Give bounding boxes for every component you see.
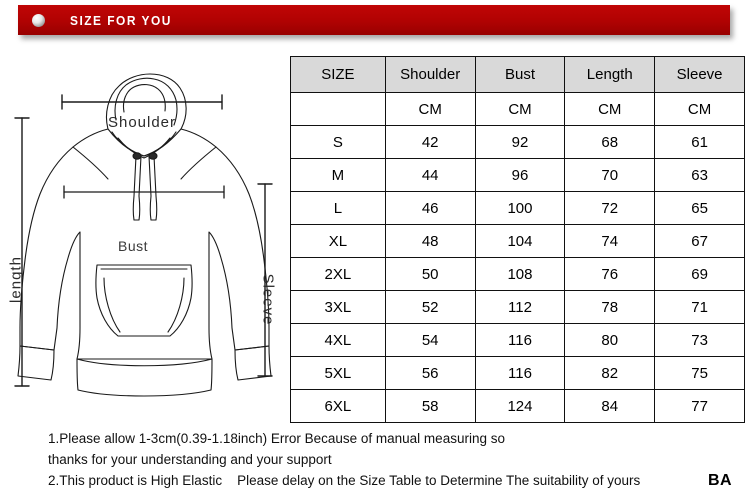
cell-shoulder: 56 [384,356,476,390]
table-row: 5XL 56 116 82 75 [290,356,745,390]
table-row: 4XL 54 116 80 73 [290,323,745,357]
size-banner: SIZE FOR YOU [18,5,730,35]
table-row: 3XL 52 112 78 71 [290,290,745,324]
cell-length: 82 [564,356,656,390]
cell-length: 70 [564,158,656,192]
cell-size: 3XL [290,290,386,324]
footer-note-line-3: 2.This product is High Elastic Please de… [48,473,641,488]
table-row: M 44 96 70 63 [290,158,745,192]
bullet-dot-icon [32,14,45,27]
cell-size: 5XL [290,356,386,390]
cell-shoulder: 44 [384,158,476,192]
unit-cell-size [290,92,386,126]
unit-cell-length: CM [564,92,656,126]
cell-size: XL [290,224,386,258]
brand-watermark: BA [708,472,733,489]
cell-sleeve: 67 [654,224,745,258]
cell-bust: 96 [474,158,566,192]
cell-shoulder: 58 [384,389,476,423]
cell-size: 2XL [290,257,386,291]
cell-sleeve: 71 [654,290,745,324]
column-header-length: Length [564,56,656,93]
cell-length: 72 [564,191,656,225]
cell-sleeve: 75 [654,356,745,390]
footer-note-line-1: 1.Please allow 1-3cm(0.39-1.18inch) Erro… [48,431,505,446]
cell-shoulder: 50 [384,257,476,291]
hoodie-illustration [14,73,273,397]
label-shoulder: Shoulder [107,114,177,131]
cell-sleeve: 73 [654,323,745,357]
cell-sleeve: 61 [654,125,745,159]
table-row-units: CM CM CM CM [290,92,745,126]
cell-shoulder: 46 [384,191,476,225]
cell-sleeve: 63 [654,158,745,192]
cell-sleeve: 69 [654,257,745,291]
label-length: length [7,256,25,303]
table-row: 6XL 58 124 84 77 [290,389,745,423]
column-header-sleeve: Sleeve [654,56,745,93]
cell-bust: 112 [474,290,566,324]
unit-cell-bust: CM [474,92,566,126]
column-header-shoulder: Shoulder [384,56,476,93]
column-header-bust: Bust [474,56,566,93]
cell-length: 80 [564,323,656,357]
cell-size: S [290,125,386,159]
cell-length: 78 [564,290,656,324]
cell-bust: 116 [474,356,566,390]
cell-shoulder: 52 [384,290,476,324]
cell-length: 68 [564,125,656,159]
size-chart-table: SIZE Shoulder Bust Length Sleeve CM CM C… [290,56,745,423]
unit-cell-shoulder: CM [384,92,476,126]
table-row: S 42 92 68 61 [290,125,745,159]
cell-size: 6XL [290,389,386,423]
cell-sleeve: 77 [654,389,745,423]
cell-length: 76 [564,257,656,291]
cell-shoulder: 42 [384,125,476,159]
cell-bust: 100 [474,191,566,225]
cell-bust: 104 [474,224,566,258]
table-header-row: SIZE Shoulder Bust Length Sleeve [290,56,745,93]
cell-size: M [290,158,386,192]
footer-note-line-2: thanks for your understanding and your s… [48,452,332,467]
column-header-size: SIZE [290,56,386,93]
cell-shoulder: 54 [384,323,476,357]
cell-length: 84 [564,389,656,423]
table-header: SIZE Shoulder Bust Length Sleeve [290,56,745,93]
cell-bust: 108 [474,257,566,291]
table-body: CM CM CM CM S 42 92 68 61 M 44 96 70 63 … [290,92,745,423]
cell-bust: 124 [474,389,566,423]
cell-size: L [290,191,386,225]
footer-notes: 1.Please allow 1-3cm(0.39-1.18inch) Erro… [48,428,708,491]
banner-title: SIZE FOR YOU [70,13,172,28]
label-bust: Bust [118,238,149,254]
table-row: L 46 100 72 65 [290,191,745,225]
cell-sleeve: 65 [654,191,745,225]
cell-length: 74 [564,224,656,258]
cell-size: 4XL [290,323,386,357]
cell-shoulder: 48 [384,224,476,258]
cell-bust: 116 [474,323,566,357]
cell-bust: 92 [474,125,566,159]
hoodie-measurement-diagram: Shoulder length Sleeve Bust [0,46,288,406]
table-row: XL 48 104 74 67 [290,224,745,258]
unit-cell-sleeve: CM [654,92,745,126]
label-sleeve: Sleeve [259,273,277,326]
table-row: 2XL 50 108 76 69 [290,257,745,291]
